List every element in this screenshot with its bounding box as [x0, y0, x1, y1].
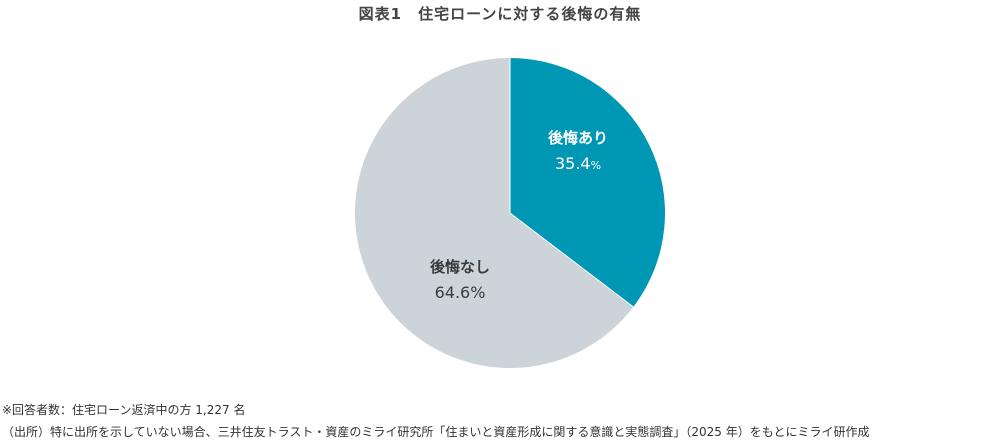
pie-slice-regret-no [355, 58, 634, 368]
slice-label-regret-yes: 後悔あり 35.4% [528, 127, 628, 173]
pie-slice-regret-yes [510, 58, 666, 308]
slice-divider [509, 212, 634, 308]
slice-value: 35.4% [554, 154, 602, 173]
slice-value: 64.6% [434, 283, 486, 302]
chart-title: 図表1 住宅ローンに対する後悔の有無 [358, 5, 642, 23]
footnotes: ※回答者数：住宅ローン返済中の方 1,227 名 （出所）特に出所を示していない… [2, 399, 870, 443]
percent-unit: % [590, 159, 602, 172]
respondents-note: ※回答者数：住宅ローン返済中の方 1,227 名 [2, 403, 246, 417]
source-note: （出所）特に出所を示していない場合、三井住友トラスト・資産のミライ研究所「住まい… [2, 425, 870, 439]
slice-name: 後悔なし [429, 258, 490, 276]
slice-name: 後悔あり [547, 129, 608, 147]
slice-label-regret-no: 後悔なし 64.6% [410, 256, 510, 302]
